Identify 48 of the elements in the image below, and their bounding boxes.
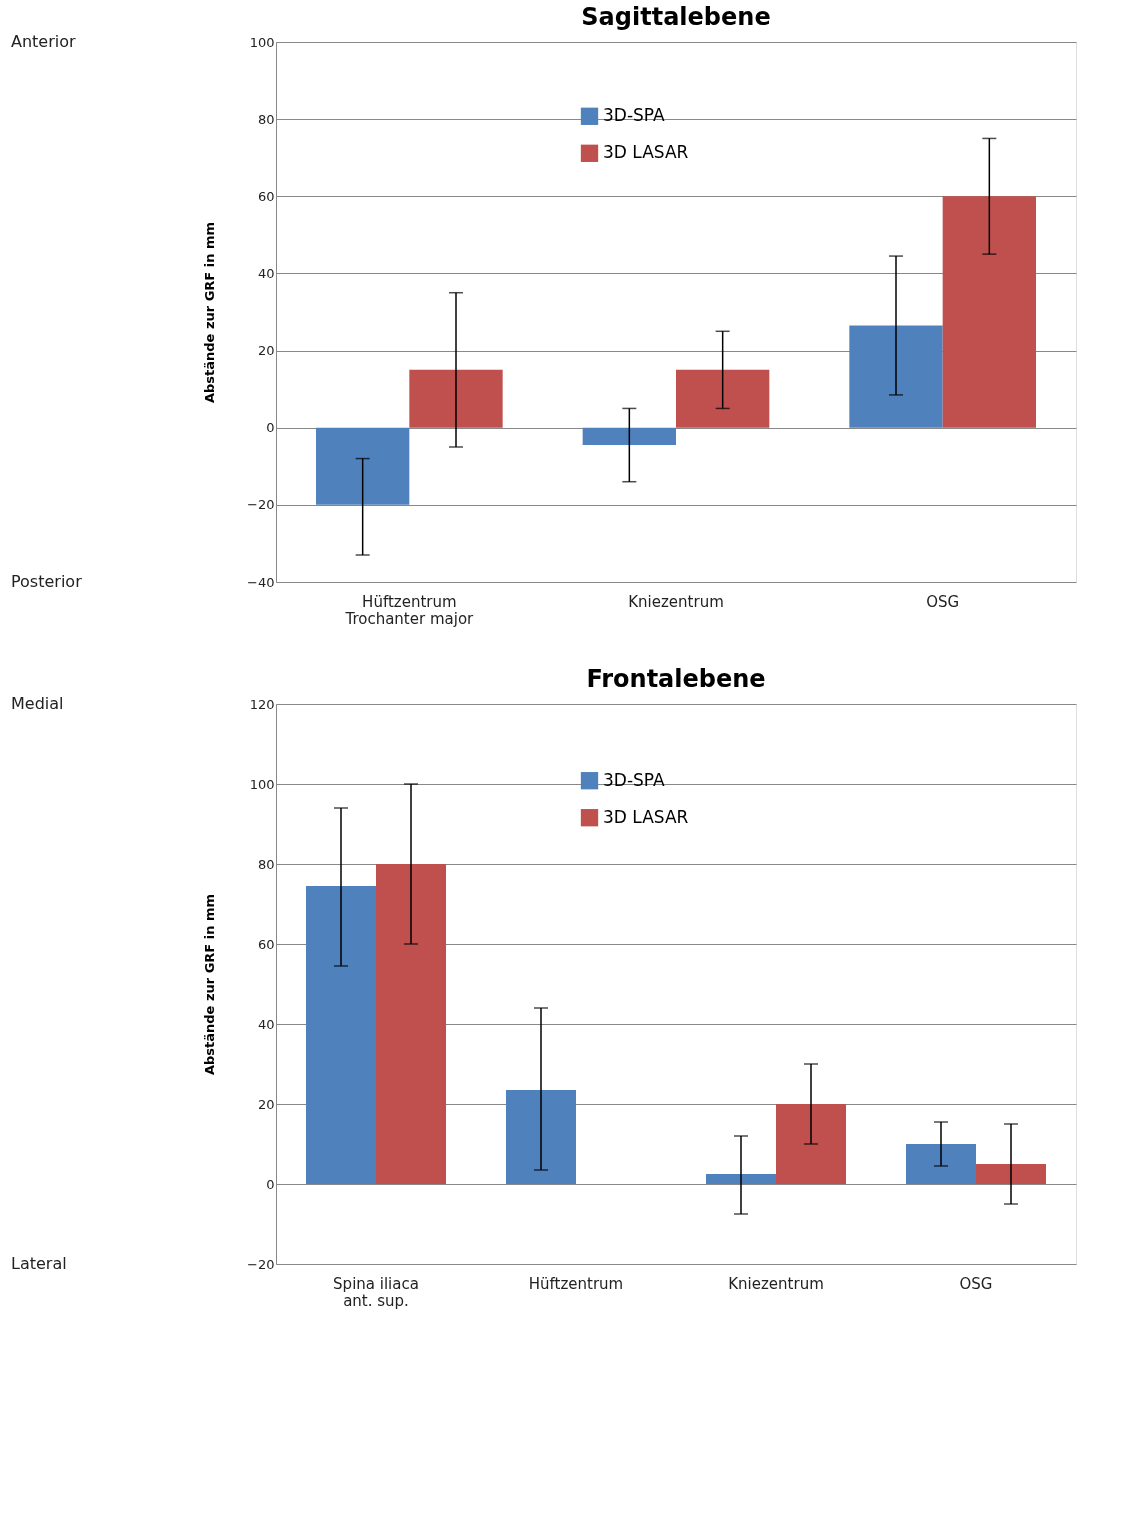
y-tick-label: −40 xyxy=(247,574,275,590)
y-tick-label: 100 xyxy=(249,776,275,792)
bar xyxy=(316,427,410,505)
bar xyxy=(306,886,376,1184)
bar xyxy=(506,1090,576,1184)
x-tick-label: Spina iliaca ant. sup. xyxy=(333,1274,419,1310)
text: Posterior xyxy=(11,572,83,591)
y-tick-label: 60 xyxy=(257,936,275,952)
bar xyxy=(849,325,943,428)
y-tick-label: 0 xyxy=(266,1176,275,1192)
text: Lateral xyxy=(11,1254,67,1273)
legend-label: 3D LASAR xyxy=(603,142,689,163)
chart-title: Sagittalebene xyxy=(581,3,771,31)
bar xyxy=(976,1164,1046,1184)
y-tick-label: 20 xyxy=(257,343,275,359)
y-tick-label: 60 xyxy=(257,188,275,204)
legend-label: 3D-SPA xyxy=(603,105,665,126)
y-tick-label: 0 xyxy=(266,420,275,436)
bar xyxy=(676,369,770,428)
y-tick-label: 100 xyxy=(249,34,275,50)
bar xyxy=(776,1104,846,1184)
y-tick-label: 120 xyxy=(249,696,275,712)
text: Anterior xyxy=(11,32,77,51)
x-tick-label: OSG xyxy=(959,1274,993,1293)
y-tick-label: 80 xyxy=(257,856,275,872)
y-tick-label: 40 xyxy=(257,1016,275,1032)
x-tick-label: Kniezentrum xyxy=(728,1274,824,1293)
legend-label: 3D-SPA xyxy=(603,769,665,790)
bar xyxy=(942,196,1036,428)
x-tick-label: Hüftzentrum Trochanter major xyxy=(344,592,475,628)
chart-title: Frontalebene xyxy=(586,665,766,693)
y-tick-label: 40 xyxy=(257,265,275,281)
bar xyxy=(706,1174,776,1184)
text: Medial xyxy=(11,694,64,713)
bar xyxy=(906,1144,976,1184)
y-tick-label: 80 xyxy=(257,111,275,127)
legend-label: 3D LASAR xyxy=(603,806,689,827)
y-axis-title: Abstände zur GRF in mm xyxy=(202,221,218,404)
y-axis-title: Abstände zur GRF in mm xyxy=(202,893,218,1076)
bar xyxy=(376,864,446,1184)
x-tick-label: Kniezentrum xyxy=(628,592,724,611)
y-tick-label: −20 xyxy=(247,497,275,513)
x-tick-label: OSG xyxy=(926,592,960,611)
bar xyxy=(409,369,503,428)
y-tick-label: 20 xyxy=(257,1096,275,1112)
x-tick-label: Hüftzentrum xyxy=(528,1274,624,1293)
y-tick-label: −20 xyxy=(247,1256,275,1272)
bar xyxy=(582,427,676,446)
